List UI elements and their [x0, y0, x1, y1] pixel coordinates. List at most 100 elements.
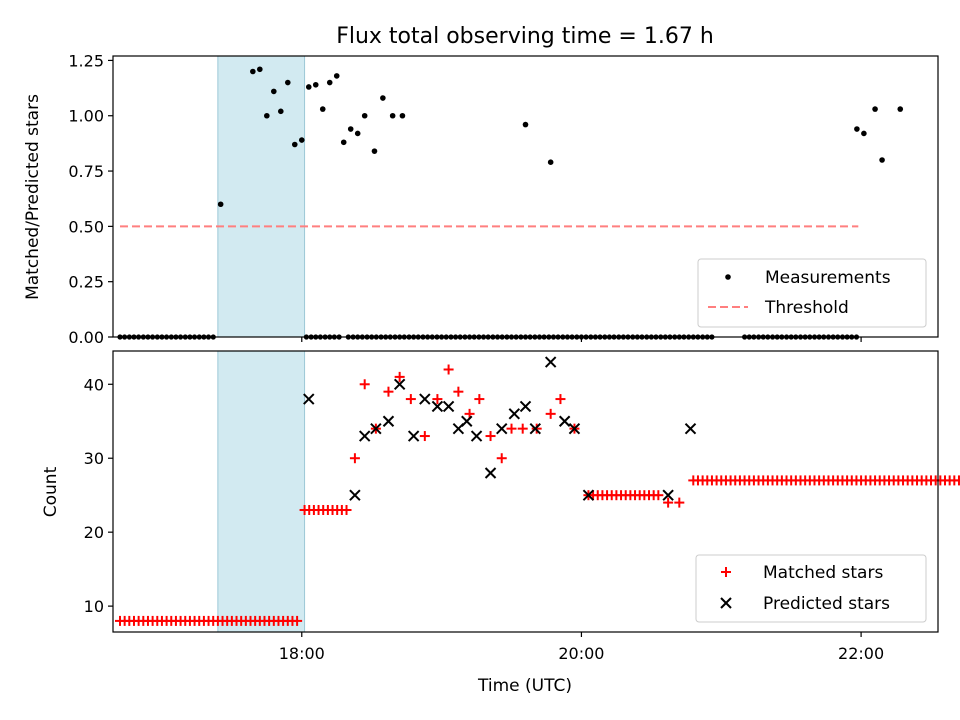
measurement-point	[333, 73, 340, 79]
measurement-point	[399, 112, 406, 119]
measurement-point	[257, 66, 263, 73]
legend-matched-marker	[721, 567, 731, 577]
measurement-point	[284, 79, 291, 86]
measurement-point	[340, 139, 347, 146]
predicted-star-point	[461, 415, 473, 427]
measurement-point	[861, 130, 867, 137]
top-y-axis-label: Matched/Predicted stars	[23, 94, 43, 300]
predicted-star-point	[358, 430, 371, 442]
predicted-star-stroke	[442, 400, 455, 413]
measurement-point	[354, 130, 361, 137]
measurement-point	[522, 121, 529, 128]
predicted-star-point	[519, 400, 532, 413]
predicted-star-point	[370, 422, 382, 435]
x-tick-label: 18:00	[279, 644, 325, 663]
legend-measurements-label: Measurements	[765, 268, 891, 288]
predicted-star-point	[684, 422, 697, 435]
predicted-star-stroke	[484, 467, 497, 479]
matched-star-point	[419, 431, 430, 442]
top-y-tick-label: 1.00	[68, 107, 104, 126]
measurement-point	[271, 88, 277, 95]
matched-star-point	[443, 364, 454, 375]
top-y-tick-label: 0.25	[68, 273, 104, 292]
matched-star-point	[555, 394, 566, 405]
predicted-star-stroke	[470, 430, 483, 442]
predicted-star-stroke	[349, 489, 361, 501]
measurement-point	[872, 106, 878, 112]
predicted-star-point	[303, 393, 315, 405]
predicted-star-stroke	[303, 393, 315, 405]
measurement-point	[361, 112, 368, 119]
predicted-star-point	[382, 415, 395, 427]
measurement-point	[305, 84, 312, 90]
matched-star-point	[545, 408, 556, 419]
predicted-star-stroke	[662, 489, 674, 501]
legend-predicted-marker	[720, 597, 732, 609]
predicted-star-stroke	[393, 378, 406, 390]
matched-star-point	[653, 490, 664, 501]
predicted-star-stroke	[382, 415, 395, 427]
predicted-star-point	[508, 408, 521, 420]
top-panel: 0.00 0.25 0.50 0.75 1.00 1.25 Matched/Predict…	[23, 51, 939, 347]
matched-star-point	[432, 394, 443, 405]
top-y-tick-label: 0.00	[68, 328, 104, 347]
predicted-star-point	[419, 393, 431, 405]
predicted-star-point	[496, 422, 508, 435]
matched-star-point	[349, 453, 360, 464]
predicted-star-point	[407, 430, 420, 442]
predicted-star-point	[442, 400, 455, 413]
predicted-star-point	[558, 415, 571, 427]
matched-star-point	[485, 431, 496, 442]
measurement-point	[250, 68, 256, 75]
bottom-y-tick-label: 30	[84, 449, 104, 468]
bottom-legend: Matched stars Predicted stars	[695, 554, 927, 623]
top-y-tick-label: 0.50	[68, 217, 104, 236]
predicted-star-point	[431, 400, 444, 413]
matched-star-point	[394, 371, 405, 382]
top-y-tick-label: 1.25	[68, 51, 104, 70]
predicted-star-stroke	[496, 422, 508, 435]
measurement-point	[326, 79, 333, 86]
x-tick-label: 22:00	[838, 644, 884, 663]
predicted-star-stroke	[508, 408, 521, 420]
matched-star-point	[496, 453, 507, 464]
measurement-point	[547, 159, 554, 166]
measurement-point	[298, 137, 305, 143]
bottom-axes-frame	[112, 350, 939, 633]
matched-star-point	[506, 423, 517, 434]
legend-measurement-marker	[725, 274, 731, 280]
predicted-star-stroke	[568, 422, 581, 435]
measurement-point	[319, 106, 326, 112]
matched-star-point	[359, 379, 370, 390]
x-tick-label: 20:00	[558, 644, 604, 663]
x-axis-label: Time (UTC)	[477, 676, 572, 696]
legend-threshold-label: Threshold	[764, 298, 849, 318]
measurement-point	[897, 106, 904, 112]
measurement-point	[277, 108, 284, 115]
predicted-star-stroke	[370, 422, 382, 435]
predicted-star-point	[529, 422, 541, 435]
matched-star-point	[517, 423, 528, 434]
predicted-star-stroke	[582, 489, 595, 501]
top-y-tick-label: 0.75	[68, 162, 104, 181]
measurement-point	[312, 81, 319, 88]
predicted-star-stroke	[558, 415, 571, 427]
predicted-star-stroke	[431, 400, 444, 413]
measurement-point	[371, 148, 378, 154]
top-legend: Measurements Threshold	[697, 258, 927, 328]
predicted-star-stroke	[461, 415, 473, 427]
predicted-star-stroke	[358, 430, 371, 442]
predicted-star-stroke	[684, 422, 697, 435]
predicted-star-point	[470, 430, 483, 442]
bottom-y-tick-label: 10	[84, 597, 104, 616]
predicted-star-point	[544, 356, 557, 368]
legend-matched-label: Matched stars	[763, 563, 883, 583]
predicted-star-stroke	[519, 400, 532, 413]
predicted-star-stroke	[407, 430, 420, 442]
bottom-y-axis-label: Count	[41, 466, 61, 517]
measurement-point	[879, 157, 885, 163]
predicted-star-stroke	[544, 356, 557, 368]
predicted-star-point	[484, 467, 497, 479]
